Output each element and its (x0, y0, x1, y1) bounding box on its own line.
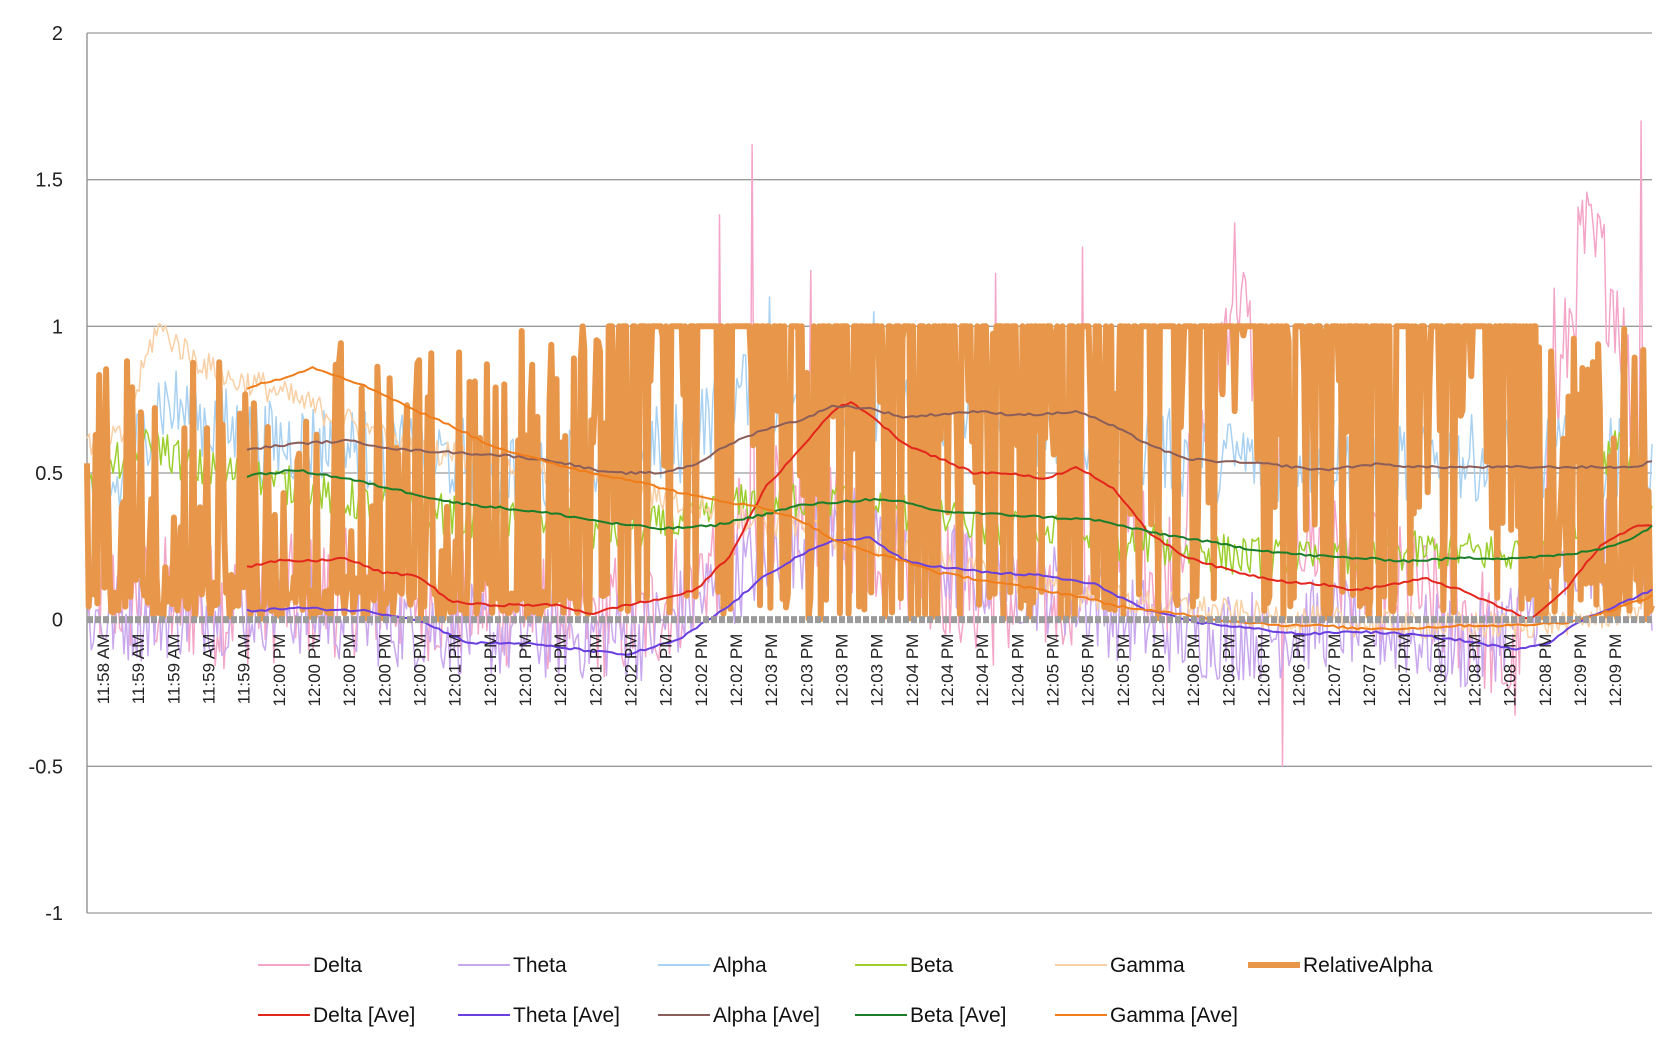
legend-label-alpha-ave: Alpha [Ave] (713, 1004, 820, 1027)
legend-label-gamma: Gamma (1110, 954, 1185, 977)
x-tick-label: 12:05 PM (1149, 634, 1168, 707)
x-tick-label: 12:04 PM (1008, 634, 1027, 707)
x-tick-label: 12:06 PM (1290, 634, 1309, 707)
series-line-beta-ave (246, 469, 1653, 563)
x-tick-label: 12:00 PM (305, 634, 324, 707)
x-tick-label: 12:08 PM (1430, 634, 1449, 707)
x-tick-label: 12:03 PM (762, 634, 781, 707)
x-tick-label: 12:00 PM (270, 634, 289, 707)
x-tick-label: 12:07 PM (1395, 634, 1414, 707)
x-tick-label: 12:09 PM (1606, 634, 1625, 707)
y-tick-labels: 2 1.5 1 0.5 0 -0.5 -1 (29, 23, 63, 925)
x-tick-label: 12:03 PM (833, 634, 852, 707)
series-line-theta-ave (246, 536, 1653, 656)
legend-label-gamma-ave: Gamma [Ave] (1110, 1004, 1238, 1027)
x-tick-label: 12:03 PM (868, 634, 887, 707)
x-tick-labels: 11:58 AM 11:59 AM 11:59 AM 11:59 AM 11:59 AM… (94, 634, 1625, 707)
x-tick-label: 12:00 PM (375, 634, 394, 707)
legend-label-relativealpha: RelativeAlpha (1303, 954, 1433, 977)
x-tick-label: 12:00 PM (411, 634, 430, 707)
x-tick-label: 12:02 PM (727, 634, 746, 707)
legend-label-beta: Beta (910, 954, 954, 977)
x-tick-label: 12:06 PM (1219, 634, 1238, 707)
x-tick-label: 12:05 PM (1114, 634, 1133, 707)
series-line-delta-ave (246, 401, 1653, 620)
y-tick-label: -0.5 (29, 756, 63, 778)
x-tick-label: 12:02 PM (657, 634, 676, 707)
x-tick-label: 12:07 PM (1325, 634, 1344, 707)
legend-label-alpha: Alpha (713, 954, 767, 977)
series-line-gamma-ave (246, 366, 1653, 631)
x-tick-label: 12:01 PM (551, 634, 570, 707)
x-tick-label: 12:06 PM (1255, 634, 1274, 707)
x-tick-label: 12:05 PM (1044, 634, 1063, 707)
x-tick-label: 12:07 PM (1360, 634, 1379, 707)
x-tick-label: 12:00 PM (340, 634, 359, 707)
y-tick-label: 1.5 (35, 170, 63, 192)
x-tick-label: 12:03 PM (797, 634, 816, 707)
x-tick-label: 12:01 PM (481, 634, 500, 707)
y-tick-label: 1 (52, 316, 63, 338)
series-line-alpha-ave (246, 404, 1653, 476)
x-tick-label: 12:01 PM (586, 634, 605, 707)
legend-label-theta: Theta (513, 954, 567, 977)
x-tick-label: 12:08 PM (1501, 634, 1520, 707)
x-tick-label: 12:05 PM (1079, 634, 1098, 707)
series-line-relativealpha (84, 323, 1655, 623)
legend-label-beta-ave: Beta [Ave] (910, 1004, 1007, 1027)
series-lines (84, 120, 1655, 768)
x-tick-label: 12:04 PM (973, 634, 992, 707)
x-tick-label: 12:02 PM (692, 634, 711, 707)
x-tick-label: 11:59 AM (129, 634, 148, 705)
legend-label-delta: Delta (313, 954, 362, 977)
x-tick-label: 12:01 PM (446, 634, 465, 707)
x-tick-label: 12:04 PM (903, 634, 922, 707)
x-tick-label: 12:09 PM (1571, 634, 1590, 707)
x-tick-label: 11:59 AM (200, 634, 219, 705)
y-tick-label: 2 (52, 23, 63, 45)
x-tick-label: 11:58 AM (94, 634, 113, 705)
y-tick-label: 0.5 (35, 463, 63, 485)
x-tick-label: 12:02 PM (622, 634, 641, 707)
x-tick-label: 11:59 AM (164, 634, 183, 705)
x-tick-label: 12:01 PM (516, 634, 535, 707)
y-tick-label: -1 (45, 903, 63, 925)
legend: Delta Theta Alpha Beta Gamma RelativeAlpha Del… (258, 954, 1433, 1027)
x-tick-label: 12:08 PM (1536, 634, 1555, 707)
x-tick-label: 11:59 AM (235, 634, 254, 705)
legend-label-delta-ave: Delta [Ave] (313, 1004, 415, 1027)
x-tick-label: 12:06 PM (1184, 634, 1203, 707)
y-tick-label: 0 (52, 610, 63, 632)
legend-label-theta-ave: Theta [Ave] (513, 1004, 620, 1027)
x-tick-label: 12:08 PM (1466, 634, 1485, 707)
x-tick-label: 12:04 PM (938, 634, 957, 707)
